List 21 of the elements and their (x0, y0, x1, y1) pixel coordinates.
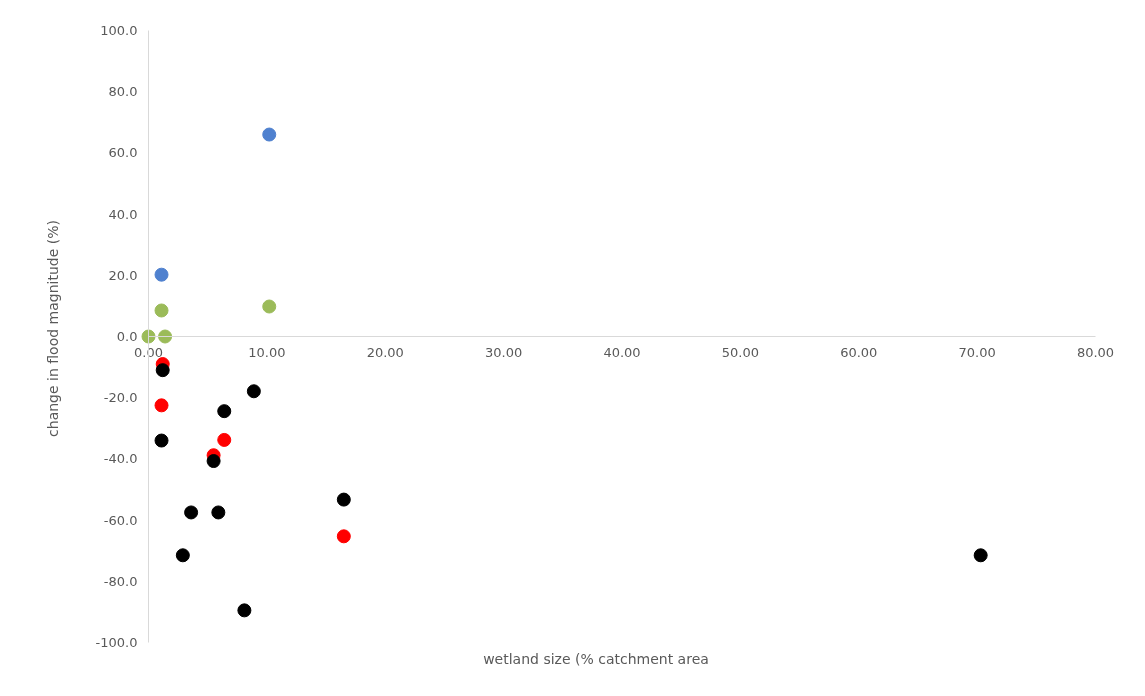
y-tick-label: -40.0 (103, 451, 138, 467)
y-tick-label: 0.0 (116, 329, 138, 344)
y-tick-label: -60.0 (103, 512, 138, 528)
y-tick-label: 80.0 (108, 84, 138, 100)
x-tick-label: 70.00 (958, 344, 996, 360)
x-tick-label: 50.00 (721, 344, 759, 360)
y-tick-label: 20.0 (108, 267, 138, 283)
x-axis-title: wetland size (% catchment area (483, 650, 709, 667)
x-tick-label: 20.00 (366, 344, 404, 360)
y-tick-label: 60.0 (108, 145, 138, 161)
x-tick-label: 40.00 (603, 344, 641, 360)
y-tick-label: 100.0 (100, 23, 138, 38)
x-tick-label: 30.00 (485, 344, 523, 360)
y-tick-label: -80.0 (103, 573, 138, 589)
y-tick-label: 40.0 (108, 206, 138, 222)
y-tick-label: -100.0 (95, 635, 138, 650)
y-tick-label: -20.0 (103, 390, 138, 406)
y-axis-title: change in flood magnitude (%) (44, 220, 61, 437)
x-tick-label: 10.00 (248, 344, 286, 360)
x-tick-label: 80.00 (1076, 344, 1115, 360)
x-tick-label: 60.00 (840, 344, 878, 360)
